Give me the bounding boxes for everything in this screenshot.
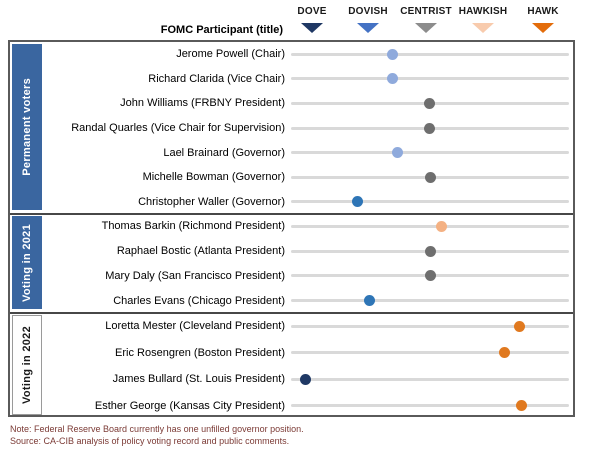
participant-name: Raphael Bostic (Atlanta President) [116, 245, 285, 258]
participant-name: Loretta Mester (Cleveland President) [105, 320, 285, 333]
stance-dot-randal-quarles [423, 122, 435, 134]
stance-dot-john-williams [423, 97, 435, 109]
stance-track [291, 404, 569, 408]
dove-triangle-icon [301, 23, 323, 33]
stance-track [291, 77, 569, 81]
participant-name: Thomas Barkin (Richmond President) [101, 220, 285, 233]
stance-dot-michelle-bowman [424, 171, 436, 183]
participant-name: Richard Clarida (Vice Chair) [148, 72, 285, 85]
group-label-voting-in-2022: Voting in 2022 [12, 315, 42, 415]
participant-name: John Williams (FRBNY President) [120, 97, 285, 110]
stance-track [291, 151, 569, 155]
stance-track [291, 299, 569, 303]
participant-name: Jerome Powell (Chair) [176, 48, 285, 61]
stance-track [291, 224, 569, 228]
legend-label: DOVISH [348, 6, 388, 17]
legend-item-hawkish: HAWKISH [441, 6, 525, 33]
centrist-triangle-icon [415, 23, 437, 33]
legend-item-centrist: CENTRIST [384, 6, 468, 33]
dovish-triangle-icon [357, 23, 379, 33]
stance-dot-raphael-bostic [425, 245, 437, 257]
group-label-permanent-voters: Permanent voters [12, 44, 42, 210]
participant-name: Mary Daly (San Francisco President) [105, 269, 285, 282]
participant-name: Charles Evans (Chicago President) [113, 294, 285, 307]
group-label-text: Permanent voters [21, 78, 33, 176]
group-label-text: Voting in 2021 [21, 223, 33, 302]
participant-column-header: FOMC Participant (title) [160, 24, 283, 36]
stance-dot-jerome-powell [387, 48, 399, 60]
stance-track [291, 377, 569, 381]
group-divider [10, 213, 573, 215]
chart-table: Permanent voters Jerome Powell (Chair) Ric… [8, 40, 575, 417]
stance-dot-mary-daly [425, 270, 437, 282]
participant-name: Eric Rosengren (Boston President) [115, 346, 285, 359]
legend-item-dovish: DOVISH [326, 6, 410, 33]
legend-label: CENTRIST [400, 6, 452, 17]
stance-dot-loretta-mester [514, 320, 526, 332]
legend-item-hawk: HAWK [501, 6, 585, 33]
legend-label: HAWK [527, 6, 559, 17]
participant-name: James Bullard (St. Louis President) [112, 373, 285, 386]
stance-track [291, 324, 569, 328]
hawkish-triangle-icon [472, 23, 494, 33]
stance-dot-richard-clarida [387, 73, 399, 85]
participant-name: Randal Quarles (Vice Chair for Supervisi… [71, 122, 285, 134]
participant-name: Michelle Bowman (Governor) [142, 171, 285, 184]
stance-dot-charles-evans [364, 295, 376, 307]
footnotes: Note: Federal Reserve Board currently ha… [10, 423, 304, 447]
group-divider [10, 312, 573, 314]
stance-track [291, 52, 569, 56]
legend-label: DOVE [297, 6, 327, 17]
stance-dot-eric-rosengren [499, 347, 511, 359]
stance-dot-esther-george [515, 400, 527, 412]
legend-label: HAWKISH [458, 6, 508, 17]
participant-name: Esther George (Kansas City President) [94, 399, 285, 412]
source-text: Source: CA-CIB analysis of policy voting… [10, 436, 290, 446]
stance-dot-thomas-barkin [436, 220, 448, 232]
group-label-text: Voting in 2022 [21, 326, 33, 404]
hawk-triangle-icon [532, 23, 554, 33]
stance-track [291, 200, 569, 204]
stance-track [291, 351, 569, 355]
stance-dot-christopher-waller [351, 196, 363, 208]
note-text: Note: Federal Reserve Board currently ha… [10, 424, 304, 434]
legend-item-dove: DOVE [270, 6, 354, 33]
participant-name: Christopher Waller (Governor) [138, 195, 285, 208]
stance-dot-james-bullard [299, 373, 311, 385]
stance-dot-lael-brainard [392, 147, 404, 159]
group-label-voting-in-2021: Voting in 2021 [12, 216, 42, 309]
participant-name: Lael Brainard (Governor) [163, 146, 285, 159]
